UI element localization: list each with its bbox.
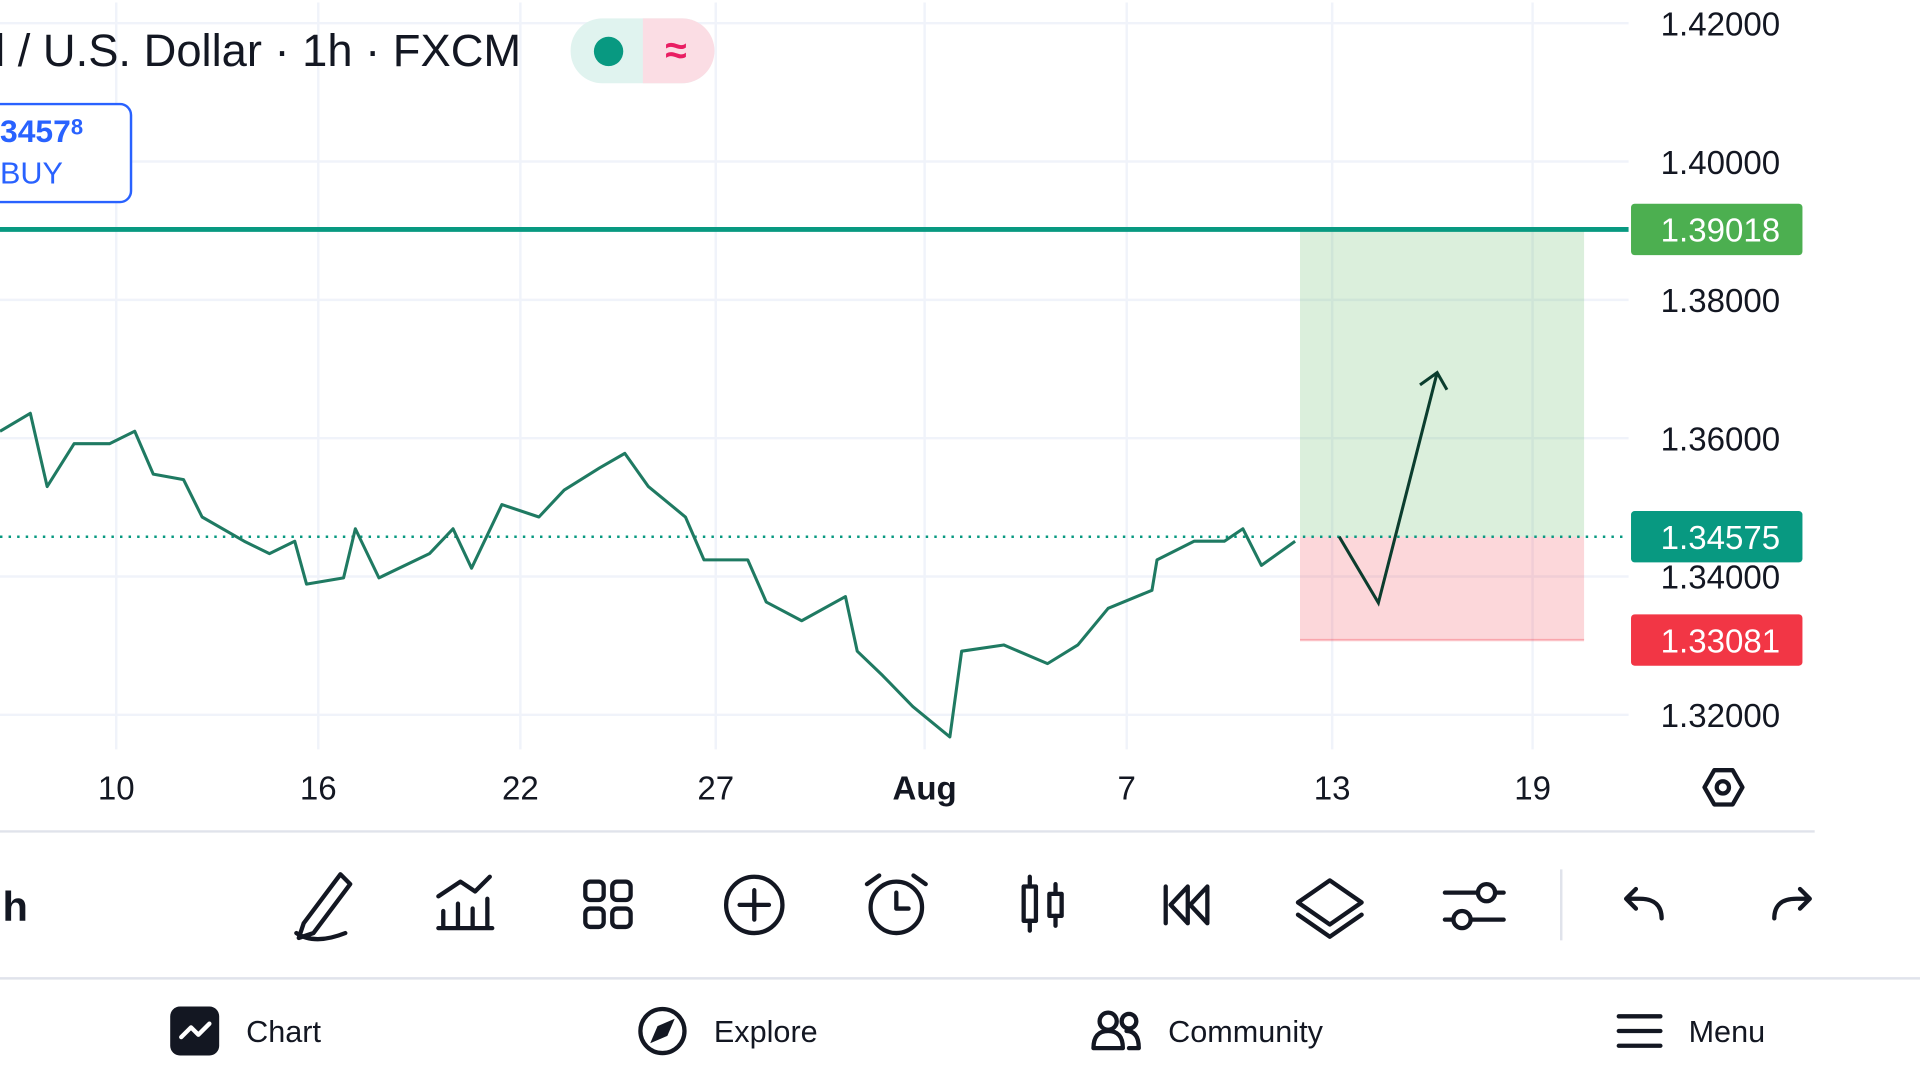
nav-community[interactable]: Community bbox=[1168, 1015, 1323, 1049]
settings-tool[interactable] bbox=[1442, 881, 1506, 931]
price-tag-label: 1.39018 bbox=[1661, 213, 1780, 250]
y-tick-label: 1.32000 bbox=[1661, 698, 1780, 735]
y-tick-label: 1.42000 bbox=[1661, 6, 1780, 43]
layout-tool[interactable] bbox=[583, 879, 633, 930]
y-tick-label: 1.40000 bbox=[1661, 145, 1780, 182]
projection-arrow bbox=[1337, 370, 1449, 607]
y-tick-label: 1.34000 bbox=[1661, 560, 1780, 597]
layers-tool[interactable] bbox=[1295, 878, 1364, 939]
x-tick-label: 16 bbox=[300, 771, 337, 808]
x-tick-label: 7 bbox=[1118, 771, 1136, 808]
x-tick-label: Aug bbox=[892, 771, 956, 808]
interval-label[interactable]: h bbox=[2, 883, 27, 930]
x-tick-label: 19 bbox=[1514, 771, 1551, 808]
wave-icon: ≈ bbox=[665, 30, 687, 73]
x-tick-label: 27 bbox=[697, 771, 734, 808]
settings-icon[interactable] bbox=[1702, 768, 1745, 807]
redo-button[interactable] bbox=[1772, 886, 1812, 921]
status-pill-right bbox=[642, 18, 715, 84]
replay-tool[interactable] bbox=[1163, 884, 1210, 926]
alert-tool[interactable] bbox=[864, 873, 928, 936]
y-tick-label: 1.38000 bbox=[1661, 283, 1780, 320]
add-tool[interactable] bbox=[723, 874, 785, 936]
price-tag bbox=[1631, 203, 1803, 256]
community-icon[interactable] bbox=[1091, 1010, 1141, 1051]
nav-menu[interactable]: Menu bbox=[1689, 1015, 1766, 1049]
price-tag bbox=[1631, 614, 1803, 666]
explore-icon[interactable] bbox=[638, 1006, 687, 1056]
loss-zone bbox=[1300, 536, 1585, 641]
buy-box[interactable] bbox=[0, 102, 133, 204]
x-tick-label: 10 bbox=[98, 771, 135, 808]
buy-price-small: 8 bbox=[71, 115, 83, 140]
buy-price-main: 3457 bbox=[0, 113, 71, 149]
nav-explore[interactable]: Explore bbox=[714, 1015, 818, 1049]
indicators-tool[interactable] bbox=[436, 874, 495, 931]
plot-area: 1.32000 1.34000 1.36000 1.38000 1.40000 1.420… bbox=[0, 2, 1803, 808]
nav-chart[interactable]: Chart bbox=[246, 1015, 321, 1049]
chart-nav-glyph bbox=[179, 1021, 212, 1040]
price-tag-label: 1.34575 bbox=[1661, 520, 1780, 557]
buy-label: BUY bbox=[0, 157, 63, 191]
draw-tool[interactable] bbox=[294, 872, 353, 942]
x-tick-label: 13 bbox=[1314, 771, 1351, 808]
y-tick-label: 1.36000 bbox=[1661, 421, 1780, 458]
x-tick-label: 22 bbox=[502, 771, 539, 808]
undo-button[interactable] bbox=[1623, 886, 1664, 921]
candles-tool[interactable] bbox=[1021, 874, 1064, 933]
menu-icon[interactable] bbox=[1616, 1014, 1663, 1048]
price-tag bbox=[1631, 511, 1803, 563]
market-open-dot bbox=[593, 36, 624, 67]
settings-icon-dot bbox=[1714, 779, 1732, 796]
buy-price: 34578 bbox=[0, 113, 83, 149]
explore-glyph bbox=[650, 1018, 675, 1044]
price-tag-label: 1.33081 bbox=[1661, 623, 1780, 660]
price-line bbox=[0, 411, 1296, 739]
symbol-title: l / U.S. Dollar · 1h · FXCM bbox=[0, 25, 521, 76]
